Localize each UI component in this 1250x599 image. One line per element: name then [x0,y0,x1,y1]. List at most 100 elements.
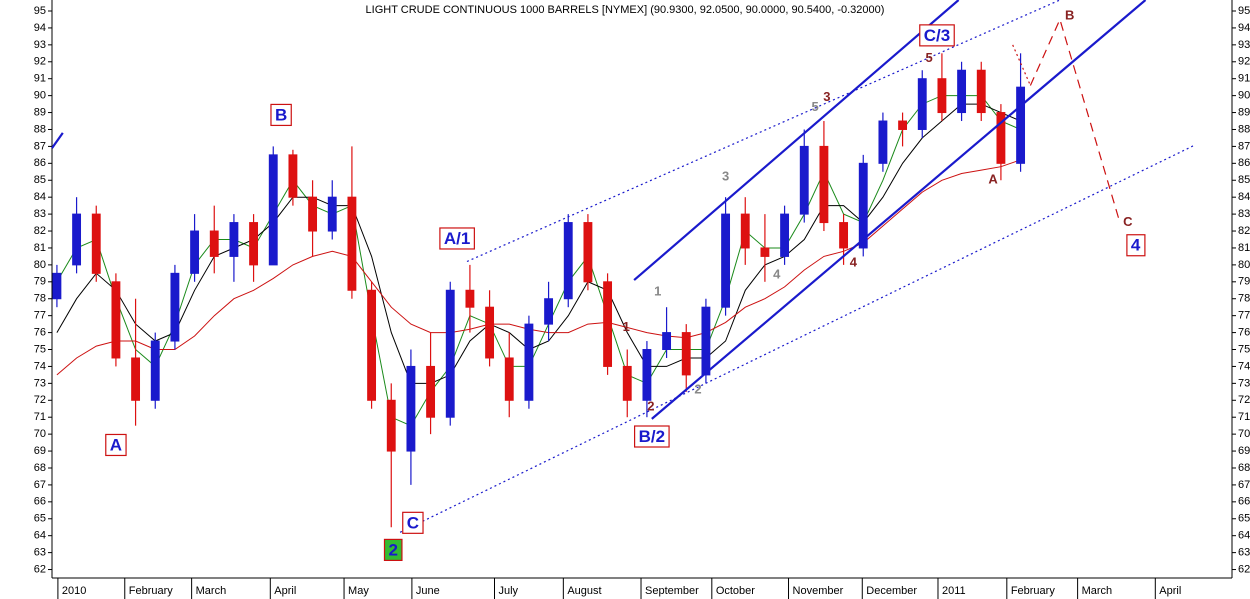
candle-body [209,230,219,257]
candle-body [622,365,632,401]
y-tick-label: 73 [34,377,46,389]
y-tick-label: 71 [34,411,46,423]
x-tick-label: April [274,585,296,597]
y-tick-label: 65 [1238,513,1250,525]
candle-body [819,145,829,224]
y-tick-label: 90 [34,90,46,102]
y-tick-label: 87 [1238,140,1250,152]
candle-body [917,78,927,130]
y-tick-label: 75 [1238,343,1250,355]
y-tick-label: 92 [34,56,46,68]
candle-body [229,222,239,257]
candle-body [268,154,278,266]
y-tick-label: 63 [34,547,46,559]
candle-body [563,222,573,300]
wave-label-boxed: B/2 [639,427,665,446]
y-tick-label: 70 [1238,428,1250,440]
y-tick-label: 62 [1238,563,1250,575]
wave-label: 1 [654,283,661,298]
candle-body [150,340,160,401]
y-tick-label: 80 [1238,259,1250,271]
label-box [270,103,292,127]
y-tick-label: 84 [1238,191,1250,203]
candle-body [878,120,888,164]
candle-body [91,213,101,274]
y-tick-label: 92 [1238,56,1250,68]
y-tick-label: 83 [34,208,46,220]
x-tick-label: 2010 [62,585,86,597]
candle-body [52,272,62,300]
y-tick-label: 69 [1238,445,1250,457]
label-box [1126,234,1146,257]
wave-label: 3 [722,168,729,183]
candle-body [485,306,495,359]
y-tick-label: 86 [34,157,46,169]
x-tick-label: 2011 [942,585,966,597]
wave-label: 5 [811,99,818,114]
wave-label: 4 [773,266,781,281]
wave-label: A [988,172,998,187]
y-tick-label: 86 [1238,157,1250,169]
candle-body [249,222,259,266]
chart-title: LIGHT CRUDE CONTINUOUS 1000 BARRELS [NYM… [366,4,885,16]
y-tick-label: 73 [1238,377,1250,389]
candle-body [190,230,200,274]
candle-body [839,222,849,249]
y-tick-label: 77 [34,310,46,322]
candle-body [721,213,731,308]
y-tick-label: 78 [1238,293,1250,305]
wave-label: B [1065,8,1074,23]
y-tick-label: 72 [1238,394,1250,406]
y-tick-label: 74 [34,360,46,372]
y-tick-label: 87 [34,140,46,152]
label-box [919,24,955,47]
candle-body [406,365,416,452]
y-tick-label: 94 [34,22,46,34]
y-tick-label: 81 [34,242,46,254]
wave-label: 2 [694,382,701,397]
x-tick-label: March [196,585,227,597]
candle-body [170,272,180,342]
wave-label-boxed: A [110,435,122,454]
y-tick-label: 89 [1238,106,1250,118]
y-tick-label: 84 [34,191,46,203]
trend-line [466,0,1061,263]
y-tick-label: 74 [1238,360,1250,372]
y-tick-label: 93 [34,39,46,51]
x-tick-label: October [716,585,755,597]
y-tick-label: 64 [1238,530,1250,542]
candle-body [681,332,691,376]
candle-body [976,69,986,114]
y-tick-label: 94 [1238,22,1250,34]
candle-body [701,306,711,376]
wave-label: 1 [623,319,630,334]
y-tick-label: 91 [34,73,46,85]
x-tick-label: April [1159,585,1181,597]
y-tick-label: 80 [34,259,46,271]
wave-label-boxed: 4 [1131,236,1141,255]
wave-label-boxed: C/3 [924,26,950,45]
trend-line [1029,17,1121,223]
y-tick-label: 90 [1238,90,1250,102]
y-tick-label: 79 [1238,276,1250,288]
candle-body [780,213,790,257]
y-tick-label: 72 [34,394,46,406]
y-tick-label: 67 [1238,479,1250,491]
candle-body [445,289,455,418]
candle-body [799,145,809,215]
wave-label: 4 [850,255,858,270]
x-tick-label: February [1011,585,1056,597]
y-tick-label: 71 [1238,411,1250,423]
label-box [105,433,127,457]
wave-label: C [1123,214,1133,229]
candle-body [524,323,534,401]
y-tick-label: 91 [1238,73,1250,85]
candle-body [111,281,121,359]
candle-body [957,69,967,114]
y-tick-label: 95 [34,5,46,17]
candle-body [760,247,770,257]
y-tick-label: 66 [1238,496,1250,508]
trend-line [51,132,64,149]
wave-label: 3 [823,89,830,104]
